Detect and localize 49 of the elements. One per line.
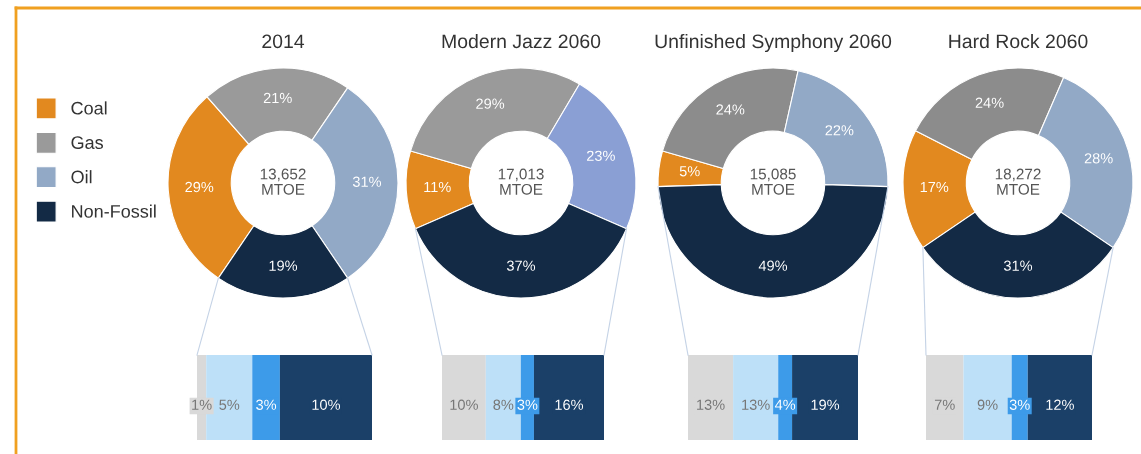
data-label: 17%: [920, 181, 949, 193]
text: 17,013 MTOE: [498, 168, 544, 195]
text: 15,085 MTOE: [750, 168, 796, 195]
data-label: 9%: [977, 399, 998, 410]
data-label: 31%: [1003, 260, 1033, 271]
data-label: 23%: [586, 150, 615, 161]
data-label: 29%: [185, 181, 214, 193]
data-label: 3%: [1009, 399, 1030, 410]
data-label: 29%: [476, 98, 505, 109]
data-label: 10%: [312, 399, 341, 410]
legend-label: Non-Fossil: [72, 204, 156, 218]
data-label: 5%: [219, 399, 240, 410]
data-label: 28%: [1084, 153, 1113, 164]
data-label: 5%: [679, 166, 700, 177]
data-label: 31%: [352, 176, 382, 187]
data-label: 1%: [192, 399, 212, 410]
legend-label: Gas: [71, 136, 104, 149]
chart-title: 2014: [262, 34, 305, 49]
bar: [688, 355, 734, 440]
legend-label: Coal: [71, 101, 107, 115]
data-label: 8%: [493, 399, 514, 410]
legend-label: Oil: [71, 170, 92, 184]
data-label: 21%: [263, 92, 292, 104]
bar: [279, 355, 372, 440]
data-label: 10%: [450, 399, 478, 410]
data-label: 13%: [742, 399, 770, 410]
data-label: 3%: [256, 399, 277, 410]
data-label: 13%: [697, 399, 725, 410]
data-label: 7%: [934, 399, 955, 410]
chart-title: Hard Rock 2060: [949, 33, 1088, 49]
bar: [963, 355, 1012, 440]
data-label: 22%: [825, 125, 854, 136]
data-label: 11%: [424, 181, 451, 193]
data-label: 49%: [758, 260, 788, 271]
data-label: 24%: [975, 97, 1004, 108]
text: 13,652 MTOE: [260, 168, 306, 195]
data-label: 3%: [517, 399, 538, 410]
bar: [442, 355, 486, 440]
data-label: 24%: [716, 104, 745, 115]
bar: [926, 355, 964, 440]
text: 18,272 MTOE: [995, 168, 1041, 195]
chart-title: Unfinished Symphony 2060: [655, 33, 892, 53]
data-label: 4%: [774, 399, 796, 410]
data-label: 19%: [811, 399, 840, 410]
data-label: 16%: [555, 399, 584, 410]
chart-title: Modern Jazz 2060: [442, 33, 601, 49]
data-label: 12%: [1046, 399, 1074, 410]
data-label: 37%: [506, 260, 536, 271]
data-label: 19%: [269, 260, 298, 271]
